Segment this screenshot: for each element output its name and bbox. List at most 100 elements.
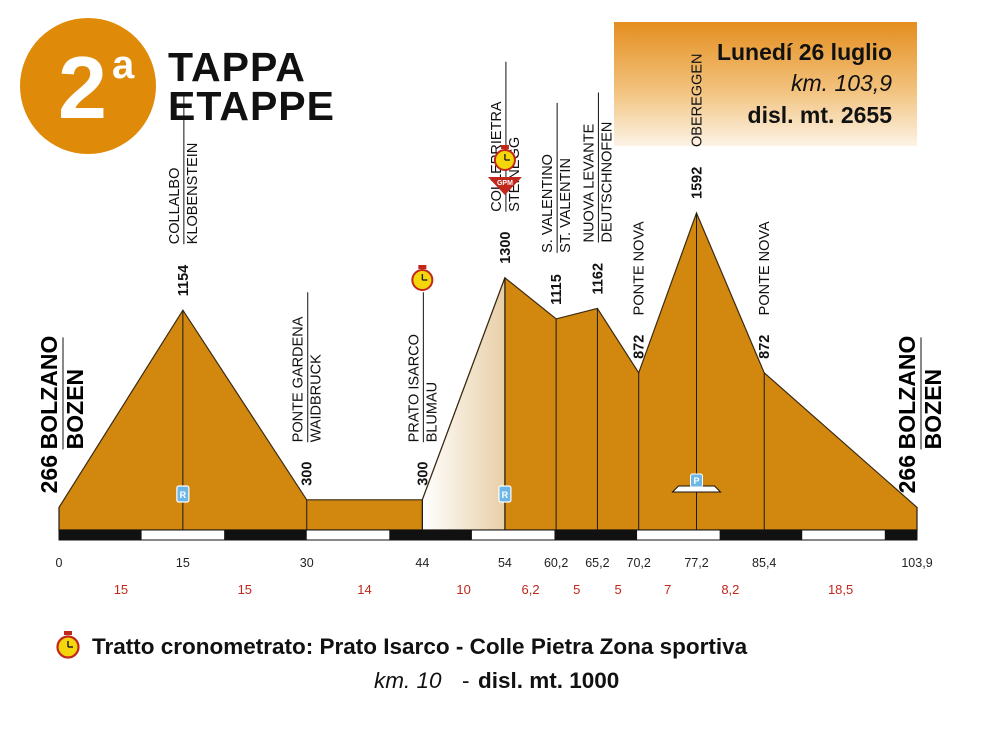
km-tick-label: 70,2 [627, 556, 651, 570]
km-tick-label: 85,4 [752, 556, 776, 570]
location-name: KLOBENSTEIN [185, 143, 201, 245]
refreshment-label: R [502, 490, 509, 500]
location-name: NUOVA LEVANTE [581, 123, 597, 242]
footer: Tratto cronometrato: Prato Isarco - Coll… [56, 631, 748, 693]
location-name: S. VALENTINO [540, 154, 556, 253]
refreshment-icon: R [176, 485, 190, 503]
location-name: PONTE NOVA [632, 221, 648, 315]
refreshment-label: R [180, 490, 187, 500]
location-name: PRATO ISARCO [406, 334, 422, 442]
location-altitude: 1162 [590, 263, 606, 294]
location-label-group: 300 PONTE GARDENA WAIDBRUCK [291, 292, 325, 486]
footer-title: Tratto cronometrato: Prato Isarco - Coll… [92, 634, 748, 659]
location-altitude: 300 [300, 462, 316, 486]
location-name: DEUTSCHNOFEN [599, 122, 615, 243]
segment-distance-label: 18,5 [828, 582, 853, 597]
location-label-group: 266 BOLZANO BOZEN [36, 336, 88, 494]
km-tick-label: 44 [415, 556, 429, 570]
info-elevation: disl. mt. 2655 [748, 102, 893, 128]
info-distance: km. 103,9 [791, 70, 892, 96]
segment-distances: 15 15 14 10 6,2 5 5 7 8,2 18,5 [114, 582, 854, 597]
km-tick-label: 77,2 [684, 556, 708, 570]
title-line-1: TAPPA [168, 44, 306, 90]
footer-km: km. 10 [374, 668, 442, 693]
distance-bar-block [554, 530, 638, 540]
location-altitude: 266 [894, 455, 920, 493]
location-altitude: 1115 [549, 274, 565, 305]
location-altitude: 1154 [176, 265, 192, 296]
location-altitude: 1592 [690, 167, 706, 199]
gpm-label: GPM [497, 180, 513, 187]
distance-bar-block [59, 530, 142, 540]
location-name: PONTE NOVA [757, 221, 773, 315]
location-label-group: 266 BOLZANO BOZEN [894, 336, 946, 494]
parking-base [671, 485, 722, 493]
location-label-group: 1154 COLLALBO KLOBENSTEIN [167, 94, 201, 296]
segment-distance-label: 8,2 [721, 582, 739, 597]
parking-label: P [694, 476, 700, 486]
distance-bar-block [224, 530, 307, 540]
km-tick-label: 0 [56, 556, 63, 570]
location-name: BOZEN [920, 369, 946, 450]
parking-icon: P [671, 473, 722, 493]
stopwatch-icon [56, 631, 80, 659]
refreshment-badge [176, 485, 190, 503]
stage-badge-circle [20, 18, 156, 154]
segment-distance-label: 10 [456, 582, 470, 597]
location-label-group: 872 PONTE NOVA [757, 221, 773, 359]
gpm-triangle [487, 177, 522, 195]
segment-distance-label: 5 [573, 582, 580, 597]
footer-elevation: disl. mt. 1000 [478, 668, 619, 693]
location-label-group: 1162 NUOVA LEVANTE DEUTSCHNOFEN [581, 92, 615, 294]
stopwatch-icon [411, 265, 434, 291]
segment-distance-label: 7 [664, 582, 671, 597]
location-altitude: 300 [415, 462, 431, 486]
distance-bar-block [884, 530, 917, 540]
location-label-group: 1592 OBEREGGEN [690, 54, 706, 199]
parking-badge [690, 473, 704, 488]
km-ticks: 0 15 30 44 54 60,2 65,2 70,2 77,2 85,4 103,9 [56, 556, 933, 570]
stage-number: 2 [58, 38, 107, 137]
location-altitude: 266 [36, 455, 62, 493]
km-tick-label: 65,2 [585, 556, 609, 570]
location-name: PONTE GARDENA [291, 316, 307, 442]
segment-distance-label: 15 [238, 582, 252, 597]
distance-bar-block [719, 530, 803, 540]
location-name: BOLZANO [36, 336, 62, 450]
location-label-group: 1115 S. VALENTINO ST. VALENTIN [540, 102, 574, 305]
stage-number-suffix: a [112, 43, 135, 87]
refreshment-icon: R [498, 485, 512, 503]
location-name: STEINEGG [507, 137, 523, 212]
profile-layer [58, 211, 918, 540]
location-altitude: 872 [757, 335, 773, 359]
location-label-group: 872 PONTE NOVA [632, 221, 648, 359]
distance-bar [58, 529, 918, 541]
distance-bar-block [389, 530, 472, 540]
stage-badge: 2 a [20, 18, 156, 154]
location-name: BOLZANO [894, 336, 920, 450]
segment-distance-label: 5 [614, 582, 621, 597]
info-date: Lunedí 26 luglio [717, 39, 892, 65]
segment-distance-label: 15 [114, 582, 128, 597]
stopwatch-crown [500, 145, 509, 149]
location-name: BOZEN [62, 369, 88, 450]
title-line-2: ETAPPE [168, 83, 335, 129]
location-name: COLLALBO [167, 168, 183, 245]
markers: GPM R R P [176, 145, 722, 503]
stopwatch-crown [418, 265, 427, 269]
segment-distance-label: 6,2 [521, 582, 539, 597]
km-tick-label: 30 [300, 556, 314, 570]
location-name: WAIDBRUCK [309, 354, 325, 442]
location-altitude: 1300 [498, 232, 514, 264]
stopwatch-icon [493, 145, 516, 171]
km-tick-label: 103,9 [901, 556, 932, 570]
km-tick-label: 54 [498, 556, 512, 570]
segment-distance-label: 14 [357, 582, 371, 597]
location-name: ST. VALENTIN [558, 158, 574, 253]
location-name: OBEREGGEN [690, 54, 706, 147]
location-altitude: 872 [632, 335, 648, 359]
footer-separator: - [462, 668, 470, 693]
km-tick-label: 60,2 [544, 556, 568, 570]
